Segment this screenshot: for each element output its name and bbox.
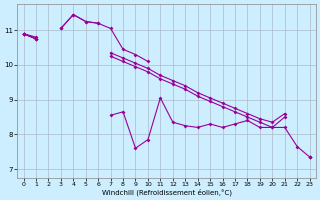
- X-axis label: Windchill (Refroidissement éolien,°C): Windchill (Refroidissement éolien,°C): [101, 188, 232, 196]
